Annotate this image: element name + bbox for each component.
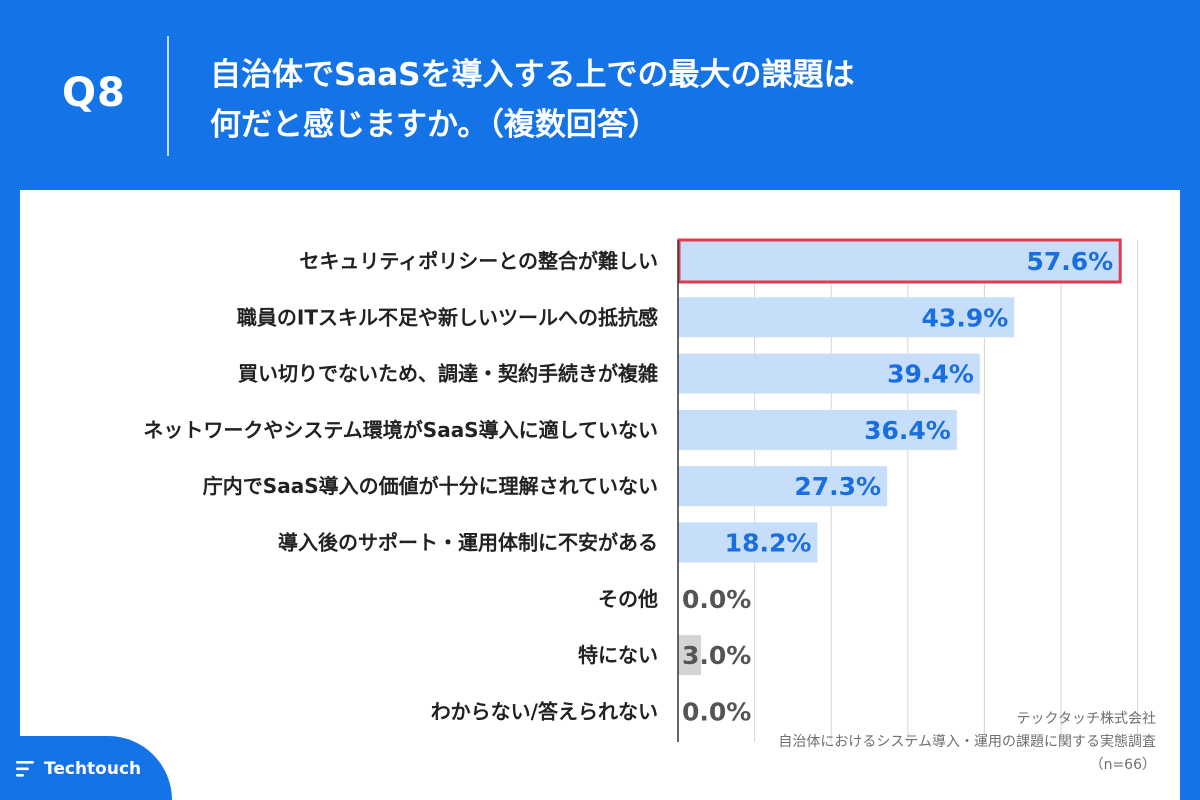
data-label: 39.4% — [887, 360, 974, 389]
category-label: わからない/答えられない — [431, 699, 658, 723]
bar — [678, 297, 1015, 338]
data-label: 3.0% — [682, 641, 751, 670]
category-label: ネットワークやシステム環境がSaaS導入に適していない — [143, 418, 658, 442]
question-number: Q8 — [62, 70, 126, 116]
bar — [678, 353, 980, 394]
data-label: 18.2% — [725, 529, 812, 558]
data-label: 0.0% — [682, 697, 751, 726]
page-title: 自治体でSaaSを導入する上での最大の課題は 何だと感じますか。（複数回答） — [210, 50, 1110, 150]
title-line-1: 自治体でSaaSを導入する上での最大の課題は — [210, 57, 855, 93]
bar — [678, 466, 888, 507]
data-label: 0.0% — [682, 585, 751, 614]
highlight-box — [677, 238, 1122, 284]
techtouch-logo: Techtouch — [16, 757, 141, 781]
category-label: その他 — [598, 587, 658, 611]
source-company: テックタッチ株式会社 — [1016, 711, 1156, 727]
logo-text: Techtouch — [44, 759, 142, 779]
title-line-2: 何だと感じますか。（複数回答） — [210, 107, 659, 143]
menu-lines-icon — [16, 761, 34, 777]
bar — [678, 241, 1120, 281]
bar-chart: セキュリティポリシーとの整合が難しい 57.6% 職員のITスキル不足や新しいツール… — [143, 238, 1139, 742]
bar — [678, 409, 957, 450]
header: Q8 自治体でSaaSを導入する上での最大の課題は 何だと感じますか。（複数回答… — [0, 0, 1200, 190]
source-note: テックタッチ株式会社 自治体におけるシステム導入・運用の課題に関する実態調査 （… — [556, 708, 1156, 777]
category-label: 特にない — [578, 643, 658, 667]
header-divider — [167, 36, 169, 156]
source-survey: 自治体におけるシステム導入・運用の課題に関する実態調査 — [778, 734, 1156, 750]
category-label: セキュリティポリシーとの整合が難しい — [299, 249, 658, 273]
source-sample: （n=66） — [1089, 757, 1156, 773]
bar — [678, 522, 818, 563]
data-label: 27.3% — [794, 472, 881, 501]
bar — [678, 635, 701, 676]
category-label: 買い切りでないため、調達・契約手続きが複雑 — [238, 362, 658, 386]
data-label: 57.6% — [1026, 247, 1113, 276]
category-label: 庁内でSaaS導入の価値が十分に理解されていない — [203, 474, 658, 498]
category-label: 職員のITスキル不足や新しいツールへの抵抗感 — [237, 305, 658, 329]
chart-panel: セキュリティポリシーとの整合が難しい 57.6% 職員のITスキル不足や新しいツール… — [20, 190, 1180, 800]
data-label: 36.4% — [864, 416, 951, 445]
data-label: 43.9% — [922, 303, 1009, 332]
category-label: 導入後のサポート・運用体制に不安がある — [278, 531, 658, 555]
